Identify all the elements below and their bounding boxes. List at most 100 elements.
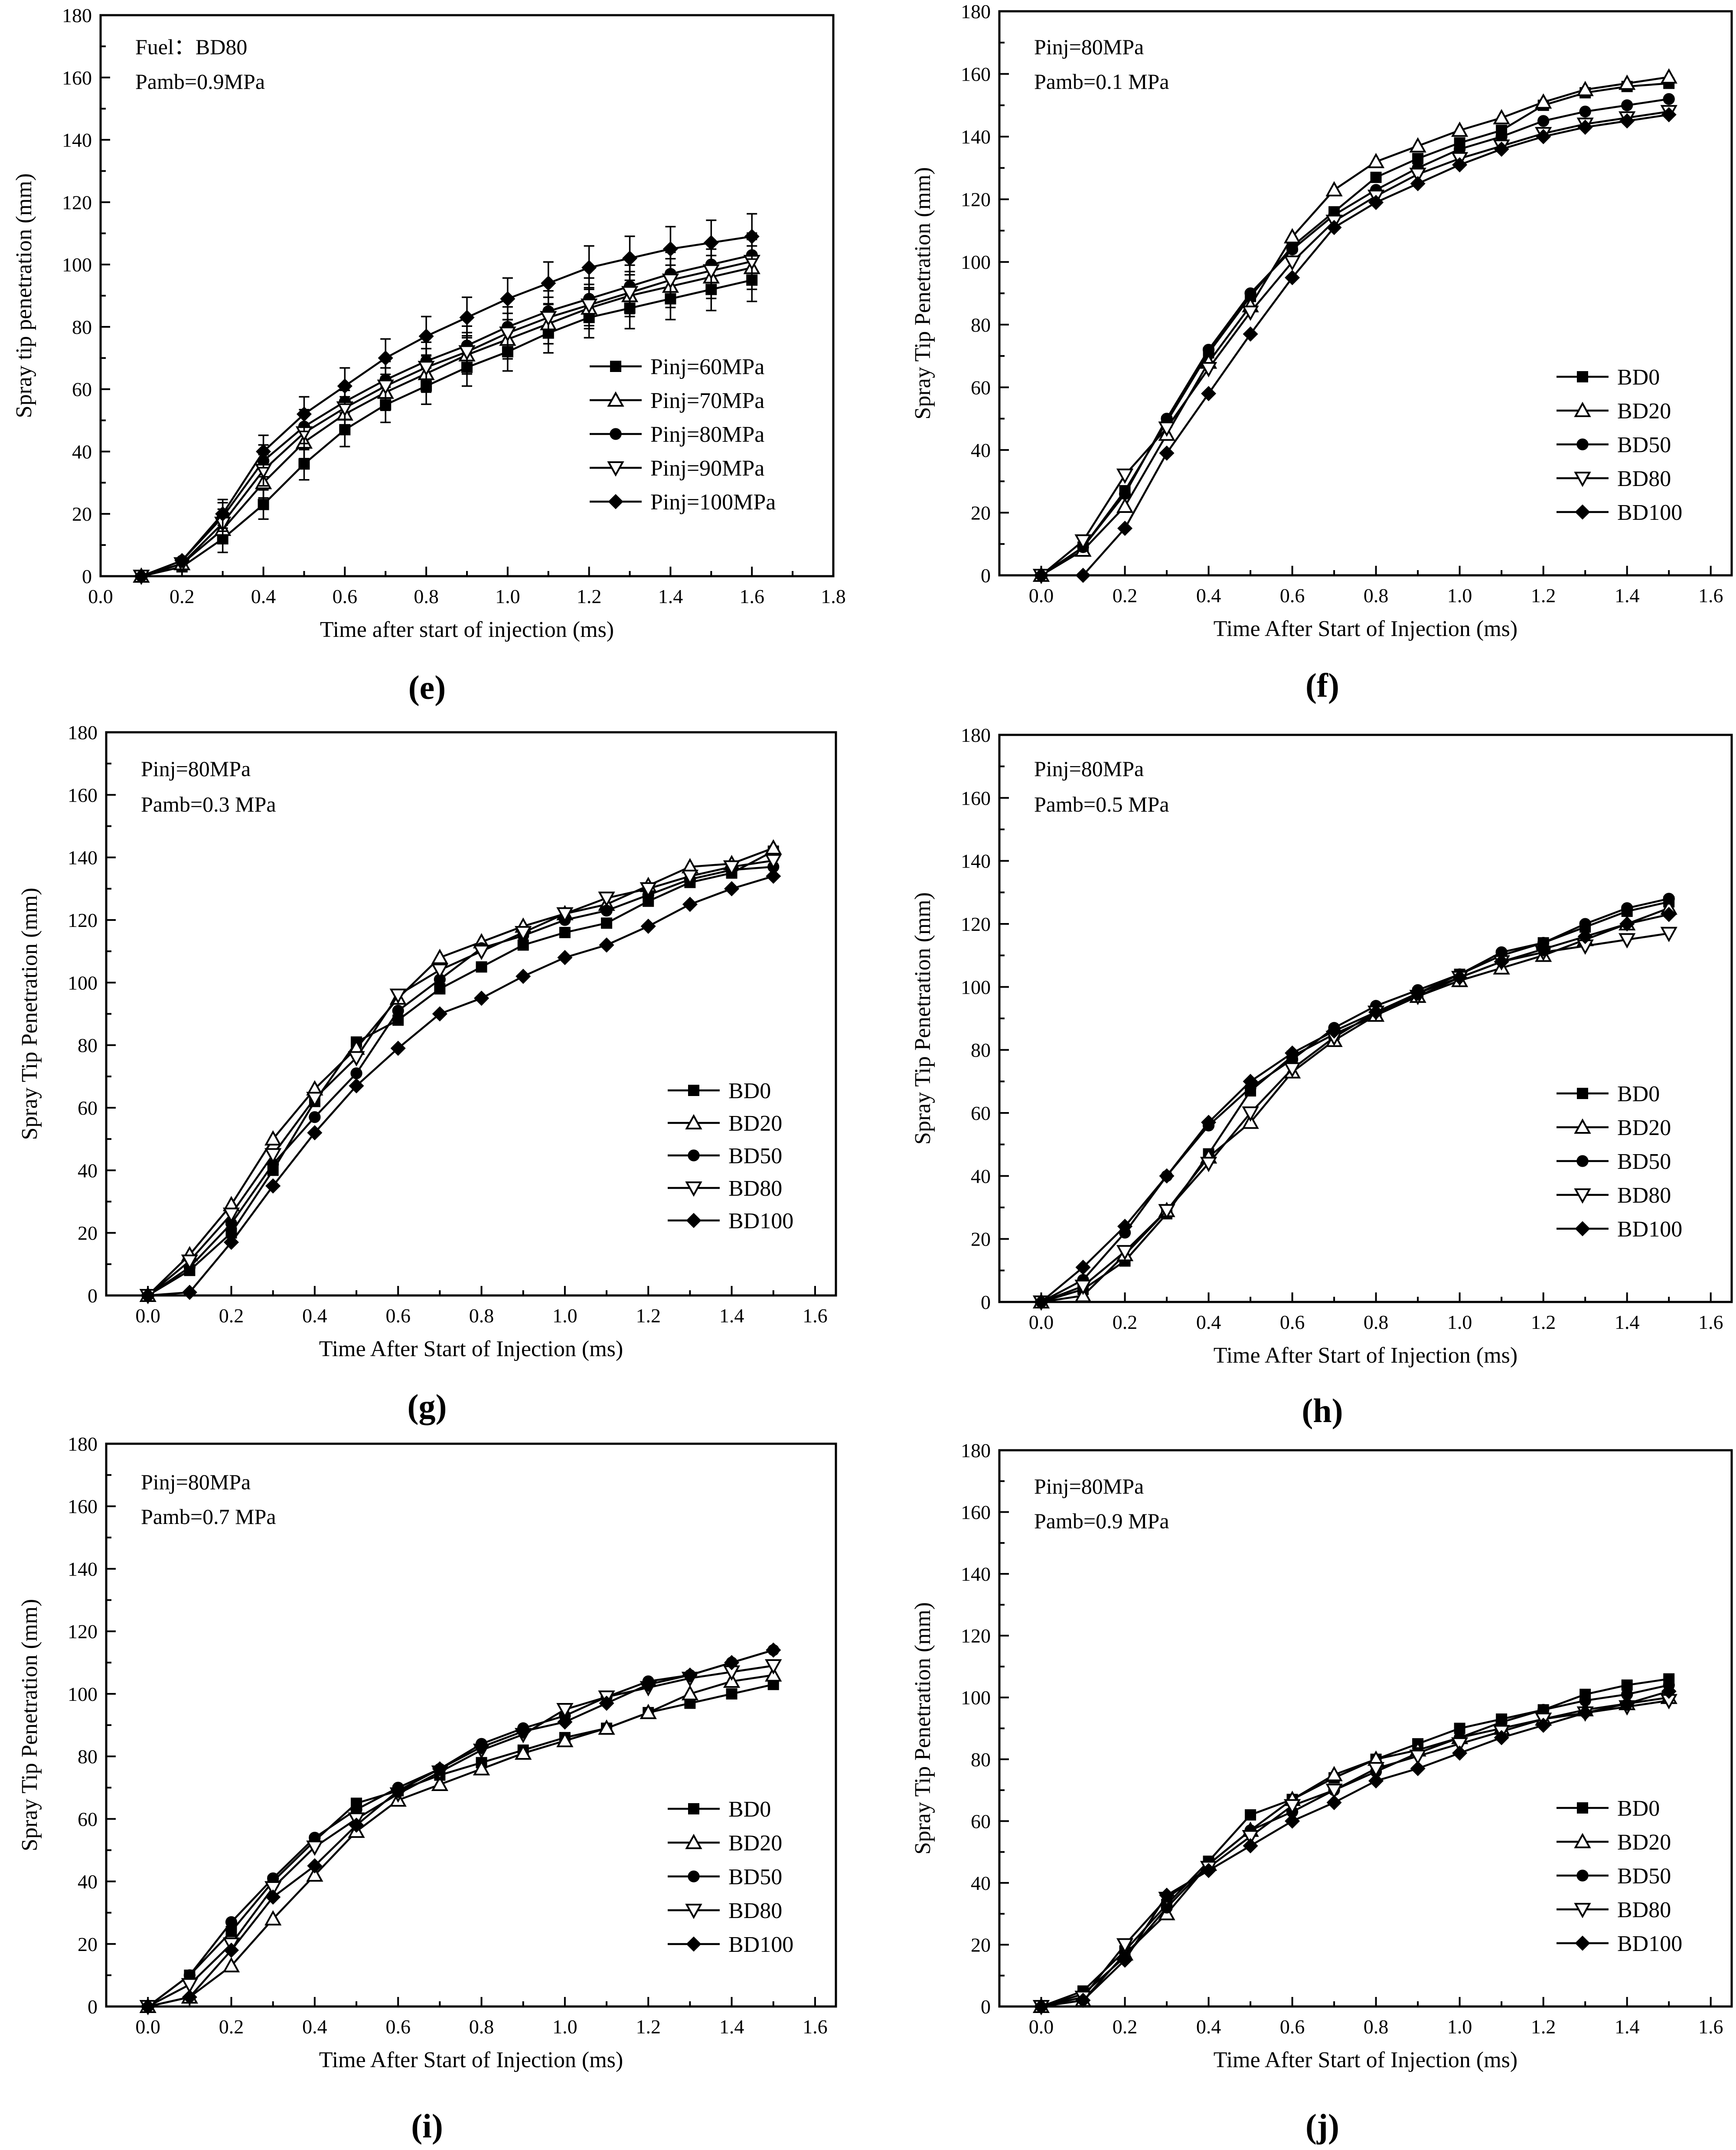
series-line (1041, 1685, 1669, 2006)
data-point (1201, 386, 1216, 401)
annotation-text: Pinj=80MPa (1034, 757, 1144, 781)
legend-marker (1576, 1155, 1588, 1167)
legend-label: BD50 (728, 1144, 782, 1168)
data-point (1410, 176, 1426, 191)
legend-label: Pinj=70MPa (650, 388, 764, 413)
x-tick-label: 0.8 (1364, 2016, 1389, 2038)
y-tick-label: 0 (981, 1291, 991, 1313)
y-tick-label: 120 (961, 913, 991, 935)
data-point (419, 329, 434, 344)
data-point (1286, 244, 1298, 255)
x-axis-title: Time After Start of Injection (ms) (1214, 1343, 1517, 1368)
x-tick-label: 1.4 (719, 2016, 744, 2038)
legend: BD0 BD20 BD50 BD80 BD100 (1557, 1082, 1682, 1242)
panel-label: (f) (1305, 666, 1339, 704)
chart-panel-6: 0.0 0.2 0.4 0.6 0.8 1.0 1.2 1.4 1.60204060801001… (910, 1439, 1732, 2145)
series-line (1041, 1697, 1669, 2006)
chart-panel-4: 0.0 0.2 0.4 0.6 0.8 1.0 1.2 1.4 1.60204060801001… (910, 724, 1732, 1429)
legend-label: BD50 (1617, 433, 1671, 457)
y-axis-title: Spray Tip Penetration (mm) (17, 1599, 42, 1851)
series-line (1041, 908, 1669, 1302)
data-point (225, 1916, 237, 1928)
x-tick-label: 0.0 (1029, 1311, 1054, 1333)
x-tick-label: 0.4 (1196, 1311, 1221, 1333)
data-point (682, 1667, 698, 1683)
data-point (1118, 470, 1132, 482)
legend-marker (610, 361, 621, 372)
y-tick-label: 0 (82, 565, 92, 587)
chart-panel-1: 0.0 0.2 0.4 0.6 0.8 1.0 1.2 1.4 1.6 1.8 0 20 40 60 80 1… (12, 4, 846, 706)
legend-marker (688, 1803, 699, 1814)
legend-marker (688, 1870, 699, 1882)
x-tick-label: 1.6 (803, 2016, 828, 2038)
series-line (1041, 83, 1669, 575)
series-line (148, 876, 773, 1295)
legend-marker (1577, 1802, 1588, 1814)
data-point (601, 917, 612, 929)
figure-canvas: 0.0 0.2 0.4 0.6 0.8 1.0 1.2 1.4 1.6 1.80204060801… (0, 0, 1736, 2150)
legend-label: Pinj=100MPa (650, 490, 776, 515)
legend-label: BD100 (1617, 1217, 1682, 1242)
panel-label: (h) (1302, 1392, 1343, 1429)
y-tick-label: 140 (961, 126, 991, 148)
x-tick-label: 1.6 (1698, 584, 1723, 607)
legend: BD0 BD20 BD50 BD80 BD100 (668, 1797, 793, 1957)
annotation-text: Pamb=0.9 MPa (1034, 1509, 1169, 1533)
y-tick-label: 120 (68, 1621, 98, 1643)
x-tick-label: 0.4 (302, 1305, 327, 1327)
series-line (148, 1675, 773, 2006)
y-tick-label: 120 (961, 1625, 991, 1647)
annotation-text: Pinj=80MPa (1034, 1474, 1144, 1498)
data-point (704, 235, 719, 250)
y-tick-label: 140 (68, 847, 98, 869)
y-tick-label: 160 (68, 1495, 98, 1517)
x-tick-label: 1.4 (1615, 1311, 1640, 1333)
y-tick-label: 160 (961, 787, 991, 809)
legend-label: Pinj=80MPa (650, 422, 764, 447)
x-tick-label: 1.2 (1531, 2016, 1556, 2038)
legend-marker (1577, 371, 1588, 382)
y-tick-label: 180 (68, 721, 98, 744)
y-tick-label: 0 (88, 1996, 98, 2018)
series-line (1041, 1691, 1669, 2006)
x-tick-label: 1.2 (636, 1305, 661, 1327)
x-axis-title: Time After Start of Injection (ms) (1214, 617, 1517, 641)
annotation-text: Pamb=0.5 MPa (1034, 792, 1169, 816)
annotation-text: Pamb=0.3 MPa (141, 792, 276, 816)
y-tick-label: 40 (971, 1872, 991, 1894)
y-tick-label: 140 (62, 129, 92, 151)
data-point (541, 276, 556, 291)
series-BD20 (1034, 70, 1676, 581)
legend-marker (608, 494, 623, 509)
y-tick-label: 60 (971, 1102, 991, 1124)
data-point (1663, 893, 1675, 904)
data-point (726, 1688, 737, 1700)
legend-label: BD80 (1617, 467, 1671, 491)
data-point (600, 892, 614, 905)
x-tick-label: 1.2 (577, 585, 602, 607)
x-tick-label: 0.8 (414, 585, 439, 607)
x-tick-label: 0.2 (1113, 1311, 1138, 1333)
legend-label: BD0 (1617, 365, 1660, 390)
legend-label: BD0 (728, 1797, 771, 1822)
annotation-text: Pinj=80MPa (1034, 35, 1144, 59)
legend-marker (1575, 1221, 1590, 1236)
data-point (1327, 183, 1341, 196)
y-tick-label: 160 (68, 784, 98, 806)
x-tick-label: 1.6 (1698, 2016, 1723, 2038)
series-BD20 (1034, 1690, 1676, 2012)
annotation-text: Fuel：BD80 (135, 35, 247, 59)
legend-label: BD0 (728, 1079, 771, 1103)
y-tick-label: 100 (68, 972, 98, 994)
legend-label: BD50 (1617, 1864, 1671, 1889)
series-line (1041, 933, 1669, 1302)
y-axis-title: Spray Tip Penetration (mm) (910, 167, 935, 419)
series-line (141, 255, 752, 576)
y-tick-label: 60 (971, 376, 991, 398)
y-tick-label: 120 (68, 909, 98, 931)
y-axis-title: Spray Tip Penetration (mm) (910, 892, 935, 1145)
x-tick-label: 0.0 (135, 2016, 160, 2038)
legend-marker (688, 1085, 699, 1096)
x-tick-label: 0.0 (1029, 2016, 1054, 2038)
data-point (1410, 1761, 1426, 1776)
